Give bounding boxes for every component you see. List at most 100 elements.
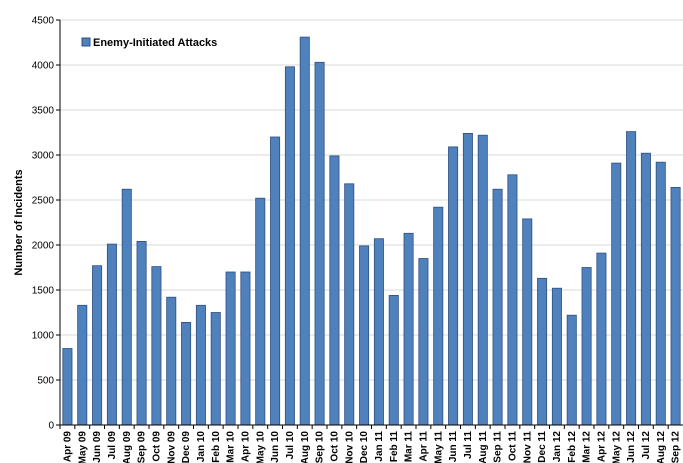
x-tick-label: Mar 10 — [226, 431, 237, 463]
bar — [611, 162, 622, 426]
y-tick-label: 0 — [48, 421, 54, 432]
bars — [62, 36, 681, 426]
bar — [299, 36, 310, 426]
x-tick-label: May 11 — [433, 431, 444, 463]
x-tick-label: Oct 11 — [507, 431, 518, 461]
x-tick-label: Dec 11 — [537, 431, 548, 463]
y-tick-label: 3500 — [32, 106, 55, 117]
bar — [121, 188, 132, 426]
x-tick-label: Aug 12 — [656, 431, 667, 463]
x-tick-label: Aug 09 — [122, 431, 133, 463]
bar — [448, 146, 459, 426]
x-tick-label: Feb 12 — [567, 431, 578, 463]
x-tick-label: Apr 10 — [240, 431, 251, 463]
y-axis-ticks: 0 500 1000 1500 2000 2500 3000 3500 4000 4500 — [32, 16, 60, 432]
x-tick-label: Jan 12 — [552, 431, 563, 463]
bar — [329, 155, 340, 426]
bar — [240, 271, 251, 426]
bar — [195, 304, 206, 426]
y-tick-label: 3000 — [32, 151, 55, 162]
bar — [92, 265, 103, 426]
x-tick-label: Feb 11 — [389, 431, 400, 463]
bar — [403, 232, 414, 426]
gridlines — [60, 19, 683, 381]
legend: Enemy-Initiated Attacks — [81, 37, 217, 49]
legend-label: Enemy-Initiated Attacks — [93, 37, 217, 49]
x-tick-label: Jan 10 — [196, 431, 207, 463]
x-tick-label: May 09 — [77, 431, 88, 463]
x-tick-label: Aug 10 — [300, 431, 311, 463]
x-tick-label: May 10 — [255, 431, 266, 463]
x-tick-label: Jun 11 — [448, 431, 459, 463]
x-tick-label: Dec 10 — [359, 431, 370, 463]
bar — [492, 188, 503, 426]
bar — [314, 61, 325, 426]
x-tick-label: Apr 12 — [596, 431, 607, 463]
bar — [77, 304, 88, 426]
legend-swatch — [81, 37, 91, 47]
y-tick-label: 1500 — [32, 286, 55, 297]
bar — [433, 206, 444, 426]
bar — [596, 252, 607, 426]
x-tick-label: Sep 10 — [315, 431, 326, 463]
x-tick-label: Apr 11 — [418, 431, 429, 462]
bar — [284, 66, 295, 426]
x-tick-label: Nov 11 — [522, 431, 533, 463]
x-tick-label: Jul 11 — [463, 431, 474, 459]
bar — [537, 277, 548, 426]
bar — [270, 136, 281, 426]
bar — [566, 314, 577, 426]
bar — [626, 131, 637, 426]
bar — [181, 321, 192, 426]
x-tick-label: Apr 09 — [62, 431, 73, 463]
bar — [255, 197, 266, 426]
x-tick-label: Sep 12 — [671, 431, 682, 463]
x-tick-label: Jun 12 — [626, 431, 637, 463]
x-tick-label: Jul 09 — [107, 431, 118, 460]
bar — [225, 271, 236, 426]
bar — [106, 243, 117, 426]
bar — [151, 266, 162, 426]
x-tick-label: May 12 — [611, 431, 622, 463]
bar — [136, 240, 147, 426]
bar — [418, 258, 429, 426]
x-tick-label: Jun 10 — [270, 431, 281, 463]
x-tick-label: Mar 11 — [404, 431, 415, 463]
bar — [210, 312, 221, 426]
bar — [551, 287, 562, 426]
bar — [359, 245, 370, 426]
x-axis-ticks: Apr 09 May 09 Jun 09 Jul 09 Aug 09 Sep 09 Oct … — [59, 425, 682, 463]
x-tick-label: Mar 12 — [582, 431, 593, 463]
bar — [62, 348, 73, 426]
bar — [655, 161, 666, 426]
x-tick-label: Sep 11 — [493, 431, 504, 463]
bar — [477, 134, 488, 426]
x-tick-label: Nov 09 — [166, 431, 177, 463]
bar — [670, 186, 681, 426]
y-tick-label: 4500 — [32, 16, 55, 27]
bar — [462, 132, 473, 426]
x-tick-label: Feb 10 — [211, 431, 222, 463]
x-tick-label: Oct 09 — [151, 431, 162, 462]
y-tick-label: 2500 — [32, 196, 55, 207]
y-tick-label: 4000 — [32, 61, 55, 72]
bar — [522, 218, 533, 426]
x-tick-label: Sep 09 — [137, 431, 148, 463]
x-tick-label: Jan 11 — [374, 431, 385, 462]
bar — [373, 238, 384, 426]
x-tick-label: Jun 09 — [92, 431, 103, 463]
y-tick-label: 2000 — [32, 241, 55, 252]
bar — [388, 294, 399, 426]
x-tick-label: Aug 11 — [478, 431, 489, 463]
y-axis-title: Number of Incidents — [13, 169, 25, 275]
bar — [507, 174, 518, 426]
x-tick-label: Jul 10 — [285, 431, 296, 460]
x-tick-label: Jul 12 — [641, 431, 652, 460]
x-tick-label: Nov 10 — [344, 431, 355, 463]
bar — [581, 267, 592, 426]
bar — [344, 183, 355, 426]
x-tick-label: Dec 09 — [181, 431, 192, 463]
y-tick-label: 1000 — [32, 331, 55, 342]
bar — [640, 152, 651, 426]
